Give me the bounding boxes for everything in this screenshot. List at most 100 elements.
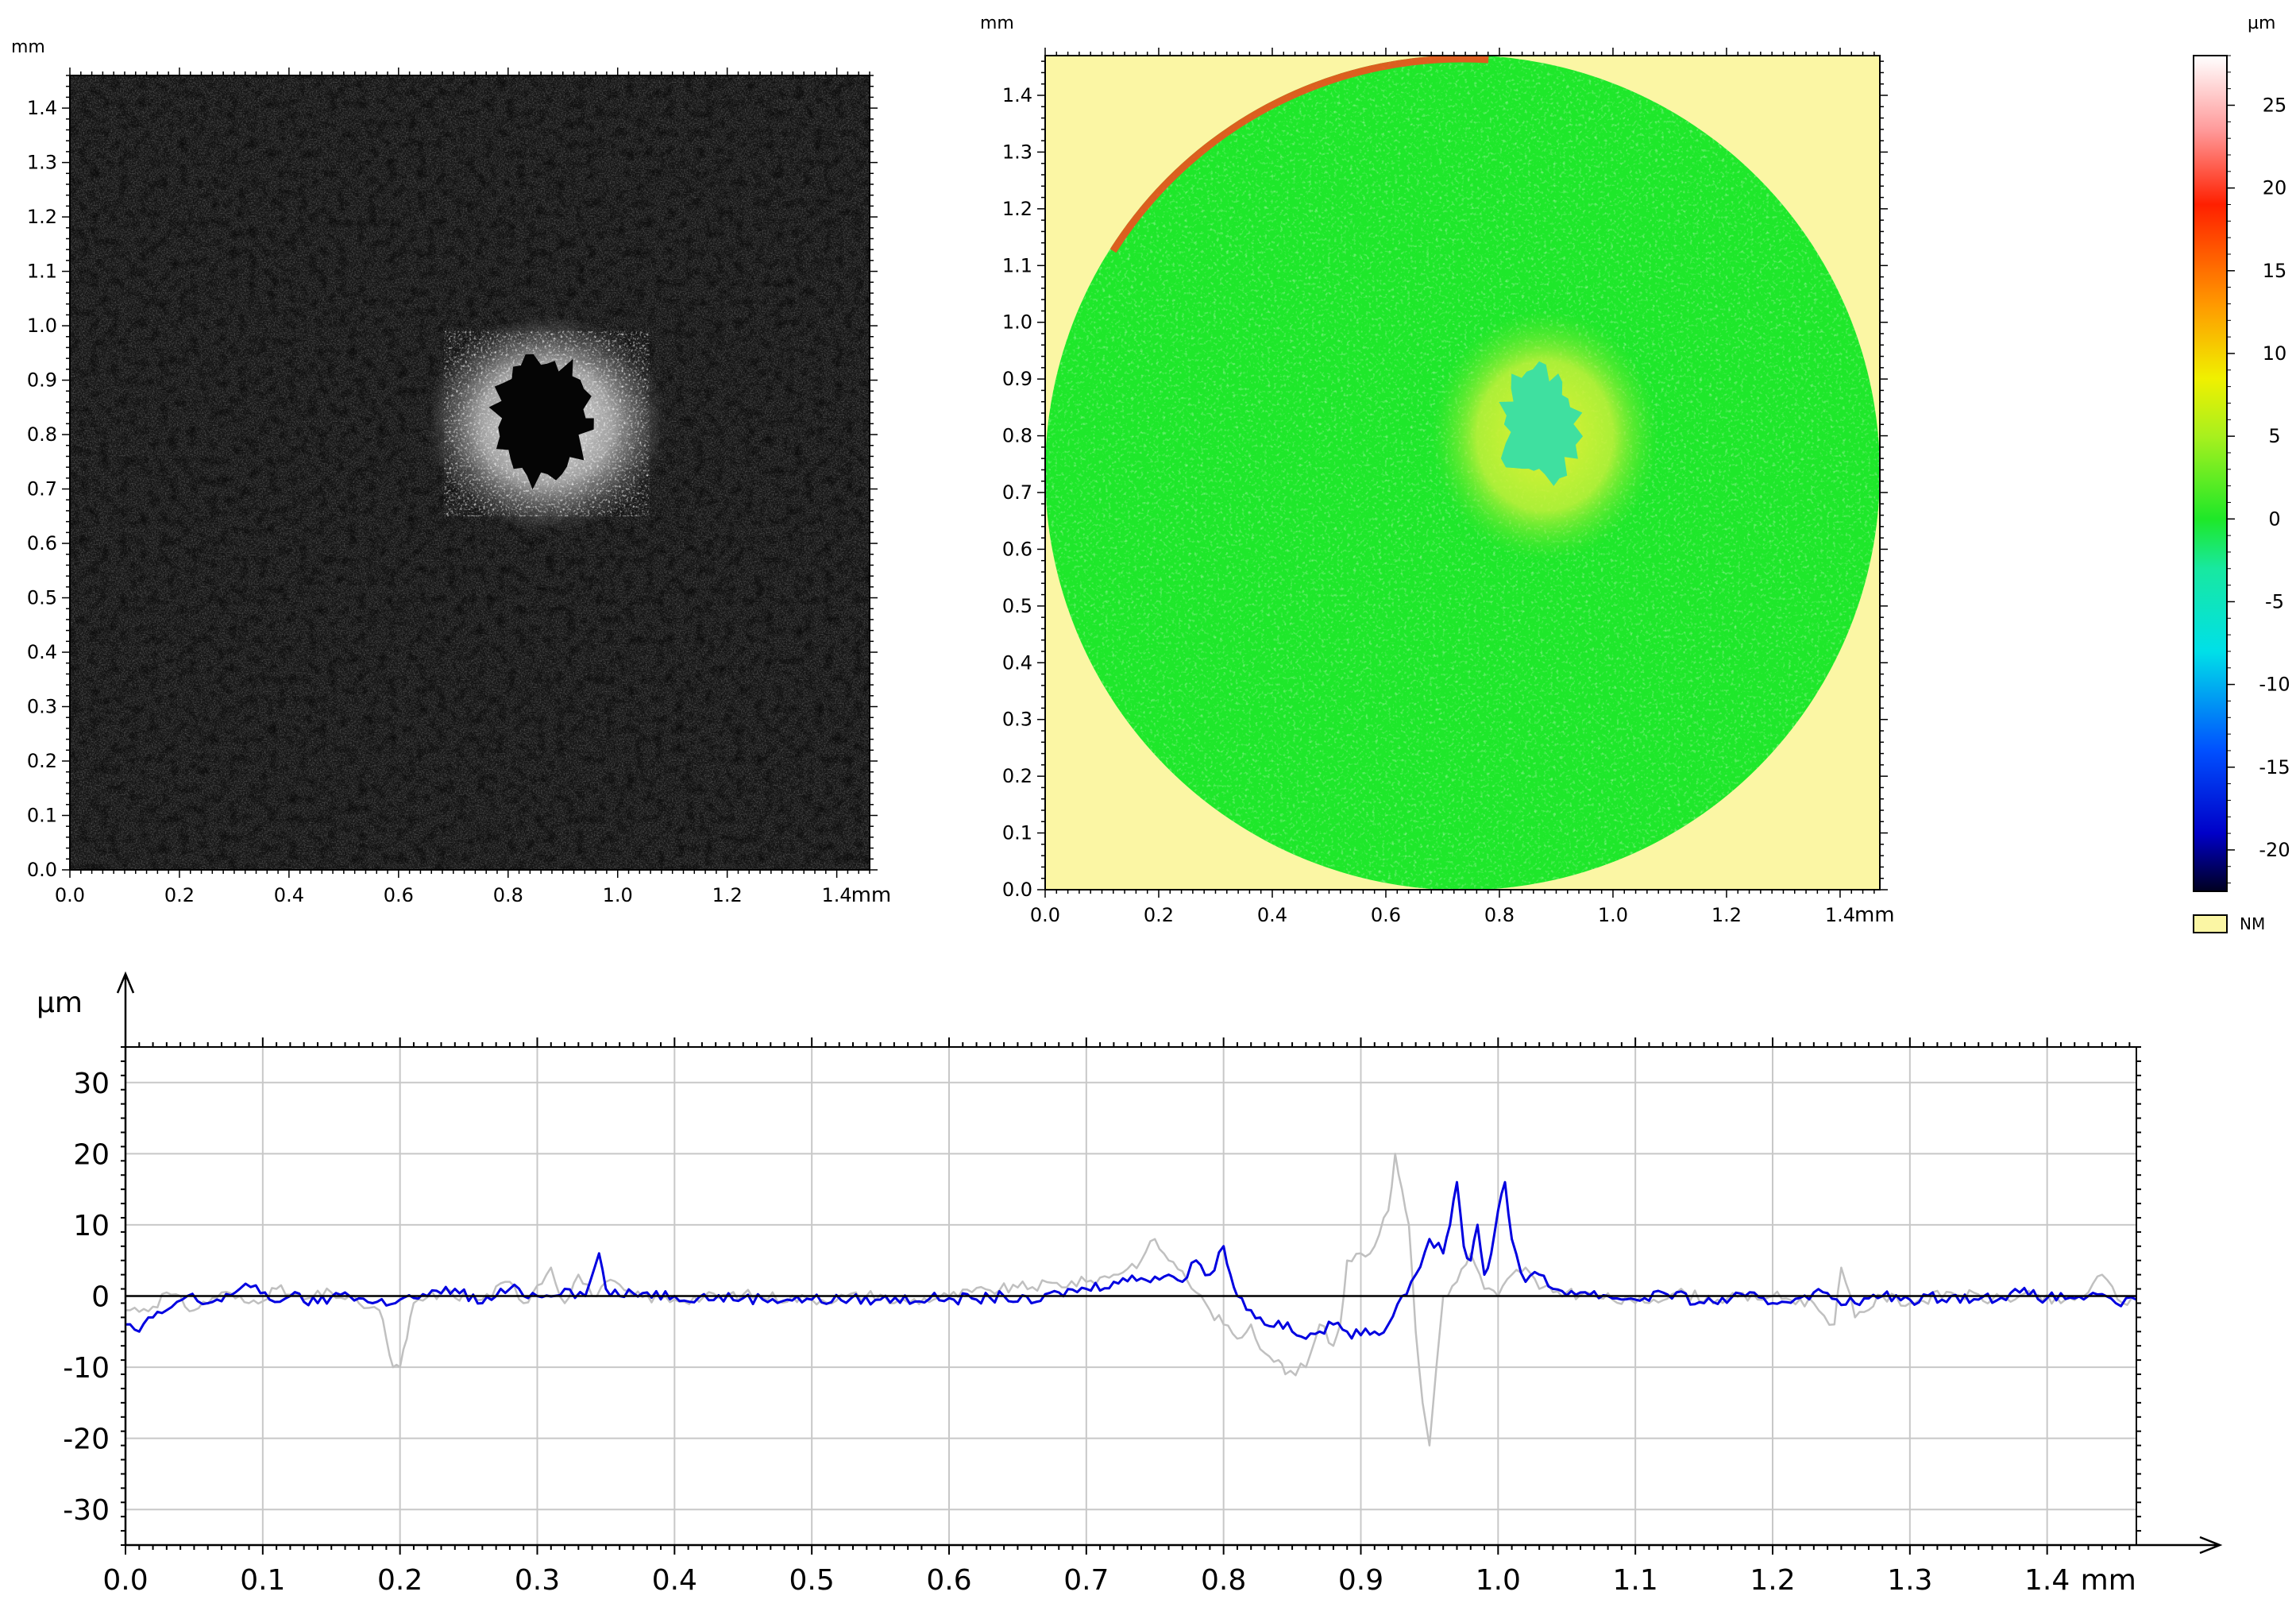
y-tick-label: 0.8 (27, 423, 57, 446)
x-tick-label: 0.2 (1144, 904, 1174, 926)
y-tick-label: 0.9 (1002, 368, 1032, 390)
y-tick-label: 1.4 (27, 97, 57, 119)
y-tick-label: 0.0 (27, 859, 57, 881)
y-tick-label: 0.6 (1002, 538, 1032, 560)
y-tick-label: 1.2 (1002, 198, 1032, 220)
x-tick-label: 1.4 (1825, 904, 1855, 926)
height-map-frame (1044, 55, 1881, 890)
colorbar-tick-label: 0 (2268, 508, 2280, 530)
y-tick-label: 30 (73, 1068, 110, 1100)
intensity-y-axis: 0.0 0.1 0.2 0.3 0.4 0.5 0.6 0.7 0.8 0.9 1.0 1.1 1.2 1… (27, 75, 878, 881)
y-tick-label: 0.6 (27, 532, 57, 554)
y-tick-label: 1.1 (1002, 254, 1032, 276)
y-tick-label: 0.9 (27, 369, 57, 392)
x-tick-label: 0.0 (1030, 904, 1060, 926)
y-tick-label: 1.3 (1002, 141, 1032, 163)
colorbar-unit: µm (2248, 14, 2275, 33)
x-tick-label: 0.6 (384, 884, 414, 906)
x-tick-label: 0.2 (164, 884, 195, 906)
y-tick-label: 1.0 (27, 315, 57, 337)
colorbar: 25 20 15 10 5 0 -5 -10 -15 -20 µm NM (2193, 14, 2290, 933)
x-tick-label: 1.3 (1887, 1564, 1932, 1597)
colorbar-tick-label: -5 (2265, 590, 2284, 612)
y-tick-label: 1.3 (27, 152, 57, 174)
x-tick-label: 0.8 (1201, 1564, 1246, 1597)
nm-label: NM (2240, 914, 2265, 933)
y-tick-label: 1.1 (27, 261, 57, 283)
x-tick-label: 0.6 (1371, 904, 1401, 926)
x-tick-label: 0.5 (789, 1564, 835, 1597)
y-tick-label: 0.5 (1002, 595, 1032, 617)
y-tick-label: 0.4 (27, 641, 57, 663)
x-tick-label: 0.6 (926, 1564, 971, 1597)
y-tick-label: 0.5 (27, 587, 57, 609)
nm-swatch (2193, 914, 2228, 933)
y-tick-label: 0.4 (1002, 651, 1032, 674)
profile-y-arrow (116, 971, 135, 1545)
colorbar-tick-label: 25 (2263, 94, 2287, 116)
y-tick-label: -30 (63, 1494, 110, 1527)
y-tick-label: 0.7 (27, 478, 57, 500)
y-tick-label: 10 (73, 1210, 110, 1242)
profile-x-arrow (125, 1536, 2223, 1555)
height-map-x-unit: mm (1854, 903, 1895, 927)
y-tick-label: 0.3 (27, 696, 57, 718)
x-tick-label: 1.4 (2024, 1564, 2070, 1597)
height-map-disc (1045, 55, 1880, 890)
y-tick-label: 1.4 (1002, 84, 1032, 106)
x-tick-label: 0.3 (515, 1564, 560, 1597)
y-tick-label: 1.2 (27, 206, 57, 228)
x-tick-label: 0.0 (55, 884, 85, 906)
profile-axes: 0.0 0.1 0.2 0.3 0.4 0.5 0.6 0.7 0.8 0.9 1.0 1.1 1.2 1… (63, 1037, 2141, 1597)
x-tick-label: 0.1 (240, 1564, 285, 1597)
intensity-image-panel: 0.0 0.2 0.4 0.6 0.8 1.0 1.2 1.4 0.0 0.1 0.2 0.3 0.4… (11, 37, 891, 907)
x-tick-label: 0.9 (1338, 1564, 1383, 1597)
colorbar-tick-label: -10 (2259, 674, 2290, 696)
intensity-texture (70, 75, 870, 870)
y-tick-label: 0.2 (1002, 765, 1032, 787)
y-tick-label: 0.1 (1002, 822, 1032, 844)
x-tick-label: 1.0 (1598, 904, 1628, 926)
x-tick-label: 1.4 (822, 884, 852, 906)
y-tick-label: -20 (63, 1424, 110, 1456)
x-tick-label: 0.7 (1063, 1564, 1109, 1597)
height-map-x-axis: 0.0 0.2 0.4 0.6 0.8 1.0 1.2 1.4 (1030, 48, 1875, 926)
colorbar-tick-label: -15 (2259, 756, 2290, 778)
height-map-y-unit: mm (980, 14, 1014, 33)
x-tick-label: 1.0 (1476, 1564, 1521, 1597)
intensity-x-unit: mm (851, 883, 892, 907)
colorbar-gradient (2193, 55, 2228, 892)
profile-series (125, 1153, 2136, 1447)
y-tick-label: 0 (91, 1281, 110, 1314)
x-tick-label: 1.2 (1750, 1564, 1795, 1597)
colorbar-tick-label: 10 (2263, 342, 2287, 365)
profile-panel: 0.0 0.1 0.2 0.3 0.4 0.5 0.6 0.7 0.8 0.9 1.0 1.1 1.2 1… (37, 971, 2223, 1597)
profile-y-unit: µm (37, 987, 83, 1019)
colorbar-tick-label: 20 (2263, 177, 2287, 199)
y-tick-label: 0.8 (1002, 425, 1032, 447)
colorbar-tick-label: 5 (2268, 425, 2280, 447)
y-tick-label: 0.3 (1002, 709, 1032, 731)
y-tick-label: 20 (73, 1138, 110, 1171)
x-tick-label: 0.4 (652, 1564, 697, 1597)
x-tick-label: 1.2 (712, 884, 743, 906)
y-tick-label: 0.7 (1002, 481, 1032, 504)
height-map-panel: 0.0 0.2 0.4 0.6 0.8 1.0 1.2 1.4 0.0 0.1 0.2 0.3 0.4… (980, 14, 1895, 927)
profile-series-line (125, 1180, 2136, 1340)
intensity-image-frame (69, 75, 870, 871)
height-map-rim (1109, 55, 1489, 253)
x-tick-label: 0.0 (102, 1564, 148, 1597)
depression (1499, 361, 1584, 486)
y-tick-label: 1.0 (1002, 311, 1032, 334)
dark-crater (488, 353, 594, 490)
y-tick-label: -10 (63, 1352, 110, 1385)
colorbar-tick-label: 15 (2263, 260, 2287, 282)
y-tick-label: 0.0 (1002, 879, 1032, 901)
intensity-x-axis: 0.0 0.2 0.4 0.6 0.8 1.0 1.2 1.4 (55, 68, 870, 906)
x-tick-label: 0.8 (1484, 904, 1515, 926)
colorbar-ticks: 25 20 15 10 5 0 -5 -10 -15 -20 (2227, 55, 2290, 884)
intensity-y-unit: mm (11, 37, 45, 57)
x-tick-label: 1.0 (603, 884, 633, 906)
x-tick-label: 0.8 (493, 884, 523, 906)
